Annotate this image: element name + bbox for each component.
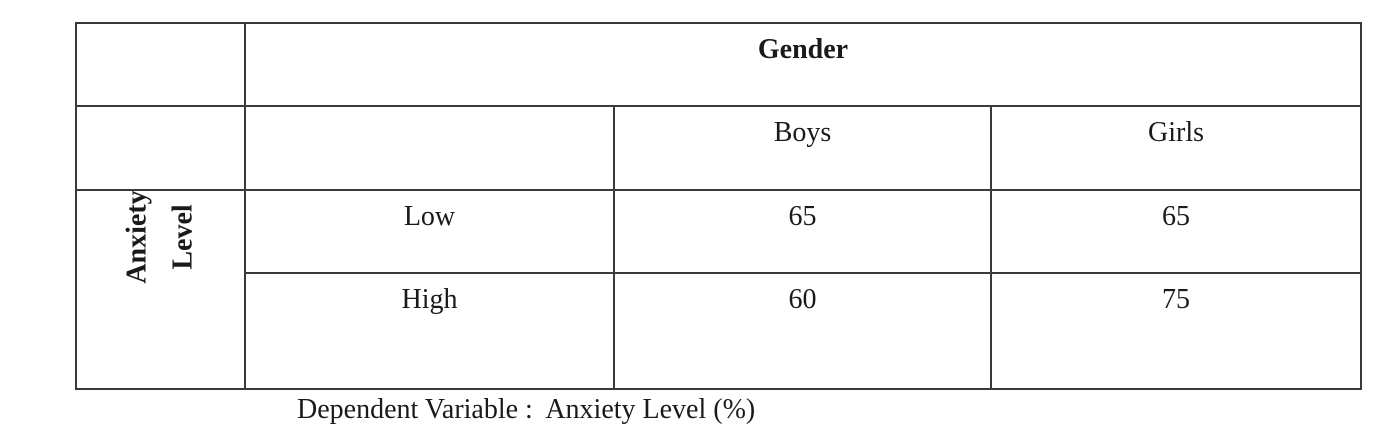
anxiety-label-line2: Level — [167, 204, 199, 270]
high-boys-value: 60 — [788, 284, 817, 315]
anxiety-label-line1: Anxiety — [121, 190, 153, 284]
girls-header: Girls — [1148, 117, 1204, 148]
factorial-design-table: Gender Boys Girls Anxiety Level Low — [75, 22, 1363, 390]
table-row: High 60 75 — [76, 272, 1363, 390]
caption-value: Anxiety Level (%) — [545, 394, 756, 425]
anxiety-level-label: Anxiety Level — [114, 190, 206, 283]
table-cell: 60 — [613, 272, 992, 390]
table-subheader-row: Boys Girls — [75, 105, 1363, 191]
gender-header-cell: Gender — [243, 22, 1363, 107]
table-cell: 65 — [989, 189, 1363, 274]
table-cell: 75 — [989, 272, 1363, 390]
high-label: High — [401, 284, 458, 315]
high-girls-value: 75 — [1162, 284, 1190, 315]
caption-label: Dependent Variable : — [297, 394, 533, 425]
dependent-variable-caption: Dependent Variable : Anxiety Level (%) — [297, 392, 755, 428]
empty-corner-cell — [75, 22, 246, 107]
empty-cell — [75, 105, 246, 191]
low-label: Low — [403, 201, 456, 232]
low-boys-value: 65 — [788, 201, 817, 232]
table-header-row: Gender — [75, 22, 1363, 107]
anxiety-level-label-cell: Anxiety Level — [75, 189, 246, 390]
low-label-cell: Low — [244, 189, 615, 274]
girls-header-cell: Girls — [989, 105, 1363, 191]
boys-header: Boys — [773, 117, 832, 148]
table-row: Anxiety Level Low 65 65 — [75, 189, 1363, 390]
empty-cell — [244, 105, 615, 191]
low-girls-value: 65 — [1162, 201, 1190, 232]
high-label-cell: High — [244, 272, 615, 390]
table-cell: 65 — [613, 189, 992, 274]
boys-header-cell: Boys — [613, 105, 992, 191]
gender-header: Gender — [757, 34, 849, 65]
